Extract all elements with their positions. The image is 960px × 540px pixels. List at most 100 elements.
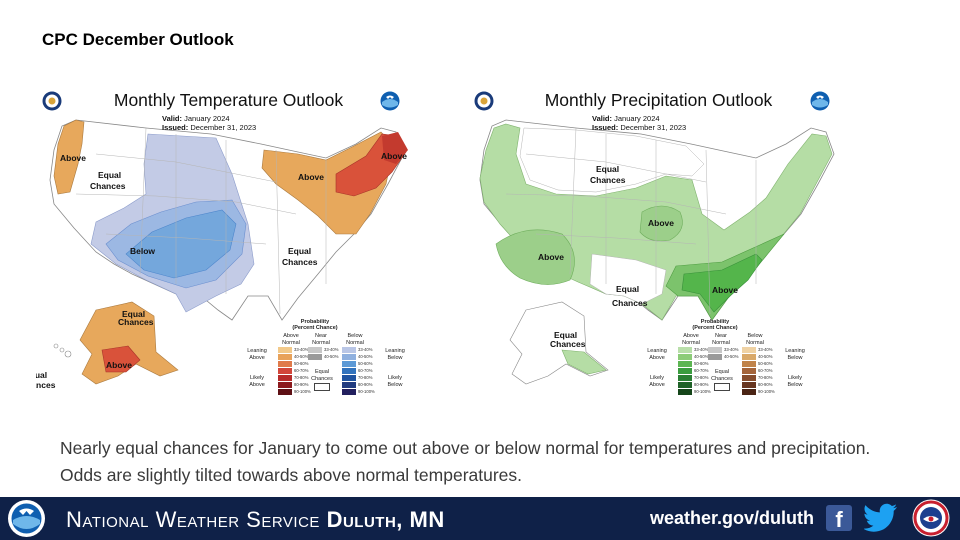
legend-swatch-near: 33-40% (308, 347, 338, 353)
precip-label-southwest-above: Above (538, 252, 564, 262)
temp-label-south-equal-2: Chances (282, 257, 318, 267)
legend-range-label: 60-70% (694, 368, 709, 374)
legend-range-label: 33-40% (324, 347, 339, 353)
twitter-icon[interactable] (864, 503, 898, 533)
precipitation-legend: Probability (Percent Chance) Above Normal … (640, 319, 810, 405)
valid-value: January 2024 (614, 114, 660, 123)
legend-equal-chances: Equal Chances (311, 369, 333, 382)
legend-title: Probability (Percent Chance) (692, 319, 738, 331)
temp-maine-above-darker (382, 132, 408, 164)
legend-range-label: 60-70% (758, 368, 773, 374)
legend-swatch-below: 50-60% (742, 361, 772, 367)
nws-badge-icon[interactable] (912, 499, 950, 537)
legend-range-label: 33-40% (694, 347, 709, 353)
legend-col-near: Near Normal (712, 333, 730, 346)
legend-range-label: 70-80% (294, 375, 309, 381)
issued-value: December 31, 2023 (190, 123, 257, 132)
precip-southwest-above (495, 229, 575, 285)
legend-swatch-above: 60-70% (678, 368, 708, 374)
legend-range-label: 90-100% (694, 389, 711, 395)
precipitation-map-meta: Valid: January 2024 Issued: December 31,… (592, 114, 686, 132)
precip-label-midwest-above: Above (648, 218, 674, 228)
legend-range-label: 40-50% (358, 354, 373, 360)
legend-swatch-above: 60-70% (278, 368, 308, 374)
noaa-logo-icon (380, 91, 400, 111)
legend-col-below: Below Normal (346, 333, 364, 346)
temp-northeast-above-light (261, 131, 395, 235)
footer-org-name: National Weather Service (66, 507, 320, 532)
legend-col-near: Near Normal (312, 333, 330, 346)
precipitation-outlook-map: Equal Chances Above Above Equal Chances … (466, 84, 851, 406)
alaska-above-dark (101, 345, 141, 373)
legend-range-label: 50-60% (694, 361, 709, 367)
legend-swatch-below: 80-90% (742, 382, 772, 388)
temp-label-alaska-equal-2: Chances (118, 317, 154, 327)
legend-range-label: 50-60% (358, 361, 373, 367)
issued-label: Issued: (592, 123, 619, 132)
noaa-logo-icon[interactable] (8, 500, 45, 537)
legend-range-label: 40-50% (694, 354, 709, 360)
precipitation-map-graphic: Equal Chances Above Above Equal Chances … (479, 119, 835, 385)
temp-label-west-equal-2: Chances (90, 181, 126, 191)
legend-range-label: 40-50% (324, 354, 339, 360)
temp-label-great-lakes-above: Above (298, 172, 324, 182)
temp-label-center-below: Below (130, 246, 155, 256)
legend-range-label: 33-40% (358, 347, 373, 353)
temp-label-pacific-nw: Above (60, 153, 86, 163)
legend-swatch-near: 33-40% (708, 347, 738, 353)
legend-swatch-below: 33-40% (742, 347, 772, 353)
legend-swatch-above: 70-80% (278, 375, 308, 381)
legend-swatch-below: 60-70% (742, 368, 772, 374)
legend-equal-chances: Equal Chances (711, 369, 733, 382)
legend-swatch-above: 80-90% (678, 382, 708, 388)
temp-label-alaska-above: Above (106, 360, 132, 370)
legend-swatch-near: 40-50% (308, 354, 338, 360)
slide-caption: Nearly equal chances for January to come… (60, 438, 871, 485)
footer-url-link[interactable]: weather.gov/duluth (650, 508, 815, 528)
temperature-legend: Probability (Percent Chance) Above Normal … (240, 319, 410, 405)
noaa-logo-icon (810, 91, 830, 111)
legend-title: Probability (Percent Chance) (292, 319, 338, 331)
slide-title: CPC December Outlook (42, 30, 234, 49)
legend-range-label: 90-100% (294, 389, 311, 395)
legend-swatch-below: 90-100% (742, 389, 775, 395)
legend-likely-above: Likely Above (649, 375, 665, 388)
legend-equal-chances-swatch (314, 383, 330, 391)
legend-likely-below: Likely Below (387, 375, 403, 388)
legend-swatch-above: 40-50% (678, 354, 708, 360)
legend-leaning-above: Leaning Above (247, 348, 267, 361)
legend-likely-below: Likely Below (787, 375, 803, 388)
legend-above-swatches: 33-40% 40-50% 50-60% 60-70% 70-80% 80-90% 90-1… (678, 347, 711, 396)
legend-leaning-below: Leaning Below (785, 348, 805, 361)
temp-label-hawaii-equal-2: Chances (36, 380, 56, 390)
legend-swatch-below: 40-50% (742, 354, 772, 360)
legend-range-label: 70-80% (758, 375, 773, 381)
facebook-icon[interactable]: f (826, 505, 852, 531)
temp-label-new-england-above: Above (381, 151, 407, 161)
legend-range-label: 40-50% (294, 354, 309, 360)
temperature-map-graphic: Above Equal Chances Below Above Above Eq… (36, 119, 408, 390)
temperature-outlook-map: Above Equal Chances Below Above Above Eq… (36, 84, 421, 406)
legend-range-label: 60-70% (294, 368, 309, 374)
legend-leaning-above: Leaning Above (647, 348, 667, 361)
legend-below-swatches: 33-40% 40-50% 50-60% 60-70% 70-80% 80-90% 90-1… (742, 347, 775, 396)
legend-swatch-near: 40-50% (708, 354, 738, 360)
valid-label: Valid: (592, 114, 613, 123)
issued-label: Issued: (162, 123, 189, 132)
precip-label-north-equal-2: Chances (590, 175, 626, 185)
legend-equal-chances-swatch (714, 383, 730, 391)
legend-swatch-below: 70-80% (342, 375, 372, 381)
precip-midwest-above (639, 205, 683, 242)
legend-range-label: 90-100% (758, 389, 775, 395)
legend-swatch-below: 70-80% (742, 375, 772, 381)
legend-swatch-above: 50-60% (278, 361, 308, 367)
legend-swatch-above: 70-80% (678, 375, 708, 381)
legend-range-label: 40-50% (724, 354, 739, 360)
legend-col-above: Above Normal (682, 333, 700, 346)
legend-range-label: 70-80% (358, 375, 373, 381)
temp-pacific-nw-above (53, 119, 85, 195)
legend-range-label: 50-60% (758, 361, 773, 367)
legend-swatch-above: 90-100% (678, 389, 711, 395)
legend-range-label: 80-90% (694, 382, 709, 388)
state-lines (75, 127, 327, 315)
